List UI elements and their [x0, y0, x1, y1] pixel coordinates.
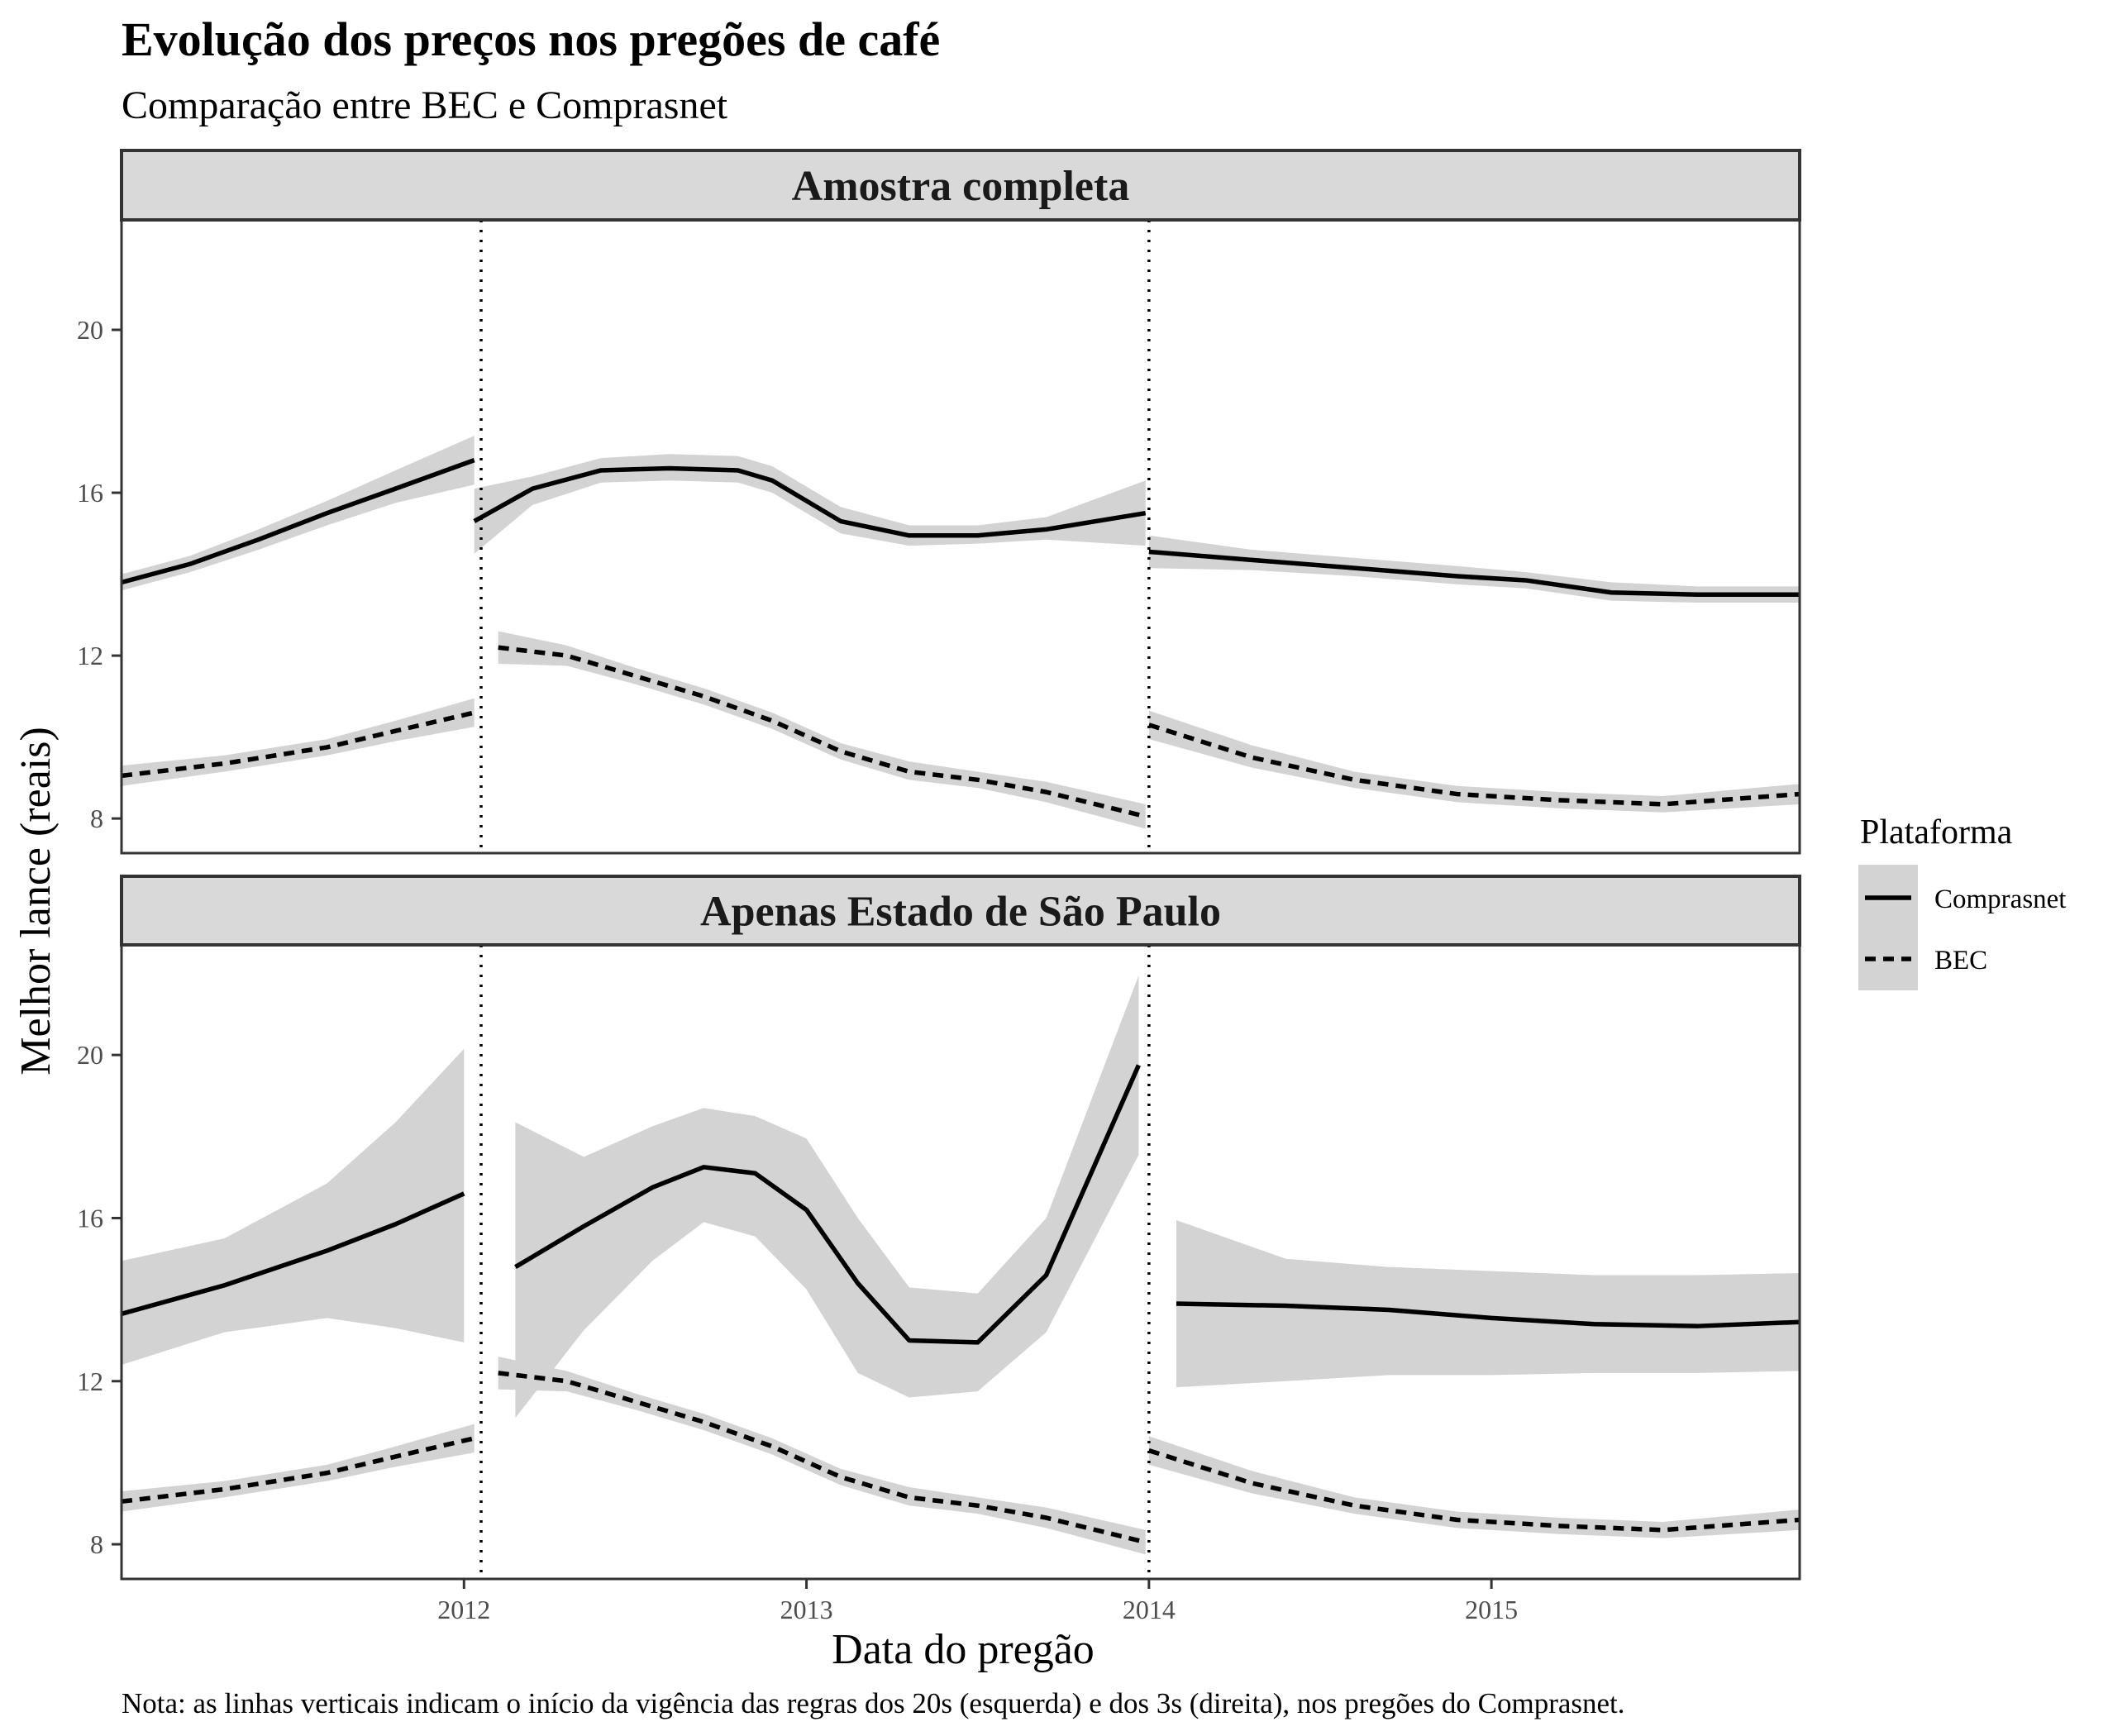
y-tick-label-amostra-completa-12: 12	[77, 641, 103, 670]
x-tick-label-2012: 2012	[437, 1595, 490, 1624]
legend-title: Plataforma	[1860, 813, 2013, 851]
chart-title: Evolução dos preços nos pregões de café	[122, 12, 940, 66]
line-comprasnet-apenas-estado-de-sao-paulo-2	[1176, 1301, 1800, 1328]
y-tick-label-apenas-estado-de-sao-paulo-16: 16	[77, 1203, 103, 1233]
ribbon-comprasnet-apenas-estado-de-sao-paulo-2	[1176, 1219, 1800, 1388]
ribbon-bec-apenas-estado-de-sao-paulo-1	[498, 1357, 1146, 1555]
line-bec-amostra-completa-2	[1148, 723, 1800, 807]
panel-border-amostra-completa	[120, 218, 1801, 855]
line-comprasnet-apenas-estado-de-sao-paulo-1	[514, 1064, 1141, 1345]
strip-label-amostra-completa: Amostra completa	[792, 163, 1130, 210]
chart-subtitle: Comparação entre BEC e Comprasnet	[122, 83, 728, 127]
line-comprasnet-apenas-estado-de-sao-paulo-0	[122, 1191, 465, 1317]
y-tick-label-amostra-completa-8: 8	[90, 804, 103, 833]
legend-label-comprasnet: Comprasnet	[1934, 885, 2066, 914]
legend-label-bec: BEC	[1934, 946, 1987, 975]
y-tick-label-amostra-completa-16: 16	[77, 478, 103, 508]
ribbon-bec-apenas-estado-de-sao-paulo-0	[122, 1424, 475, 1512]
line-comprasnet-amostra-completa-0	[122, 458, 475, 585]
x-axis-title: Data do pregão	[832, 1626, 1095, 1673]
ribbon-comprasnet-amostra-completa-0	[122, 436, 475, 591]
plot-area-apenas-estado-de-sao-paulo	[122, 945, 1800, 1579]
y-axis-title: Melhor lance (reais)	[12, 727, 60, 1075]
line-bec-amostra-completa-0	[122, 710, 475, 779]
y-tick-label-apenas-estado-de-sao-paulo-12: 12	[77, 1366, 103, 1396]
ribbon-bec-amostra-completa-0	[122, 698, 475, 786]
strip-label-apenas-estado-de-sao-paulo: Apenas Estado de São Paulo	[700, 889, 1221, 936]
line-bec-apenas-estado-de-sao-paulo-1	[498, 1371, 1147, 1545]
ribbon-comprasnet-apenas-estado-de-sao-paulo-0	[122, 1048, 465, 1366]
line-comprasnet-amostra-completa-2	[1148, 549, 1800, 597]
panel-amostra-completa: Amostra completa 8 12 16 20	[77, 149, 1801, 855]
x-tick-label-2015: 2015	[1465, 1595, 1518, 1624]
strip-amostra-completa	[120, 149, 1801, 222]
line-comprasnet-amostra-completa-1	[473, 465, 1147, 538]
ribbon-bec-amostra-completa-1	[498, 631, 1146, 829]
x-tick-label-2013: 2013	[780, 1595, 833, 1624]
chart-caption: Nota: as linhas verticais indicam o iníc…	[122, 1687, 1625, 1719]
panel-apenas-estado-de-sao-paulo: Apenas Estado de São Paulo 8 12 16 20 2012 201…	[77, 875, 1801, 1624]
y-tick-label-apenas-estado-de-sao-paulo-8: 8	[90, 1529, 103, 1559]
y-tick-label-apenas-estado-de-sao-paulo-20: 20	[77, 1040, 103, 1070]
line-bec-apenas-estado-de-sao-paulo-0	[122, 1436, 475, 1505]
ribbon-comprasnet-amostra-completa-2	[1148, 535, 1800, 603]
panel-border-apenas-estado-de-sao-paulo	[120, 943, 1801, 1581]
line-bec-amostra-completa-1	[498, 645, 1147, 819]
plot-area-amostra-completa	[122, 220, 1800, 853]
ribbon-comprasnet-apenas-estado-de-sao-paulo-1	[515, 975, 1139, 1419]
y-tick-label-amostra-completa-20: 20	[77, 315, 103, 345]
x-tick-label-2014: 2014	[1123, 1595, 1176, 1624]
legend: Plataforma Comprasnet BEC	[1858, 813, 2066, 990]
line-bec-apenas-estado-de-sao-paulo-2	[1148, 1448, 1800, 1533]
